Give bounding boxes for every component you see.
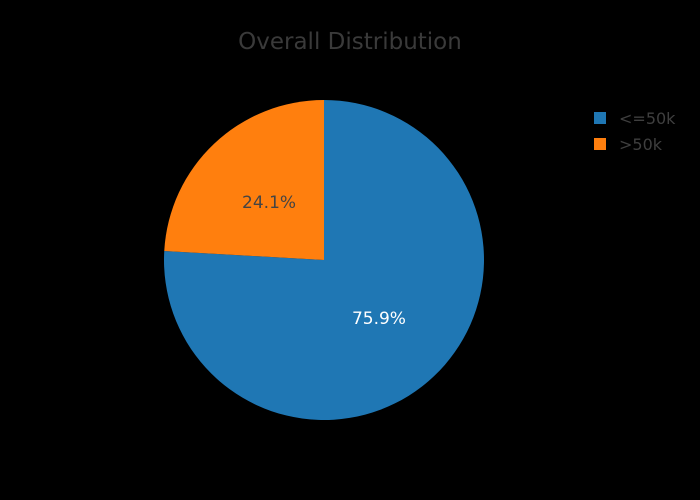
legend-swatch[interactable] [594, 112, 606, 124]
slice-percent-label: 75.9% [352, 309, 406, 329]
pie-slice-labels: 75.9% 24.1% [242, 193, 406, 329]
legend-label[interactable]: >50k [619, 135, 663, 154]
slice-percent-label: 24.1% [242, 193, 296, 213]
pie-slice-gt-50k[interactable] [164, 100, 324, 260]
legend-swatch[interactable] [594, 138, 606, 150]
chart-title: Overall Distribution [238, 29, 462, 55]
legend-label[interactable]: <=50k [619, 109, 676, 128]
pie-slices [164, 100, 485, 421]
legend: <=50k >50k [594, 109, 676, 154]
